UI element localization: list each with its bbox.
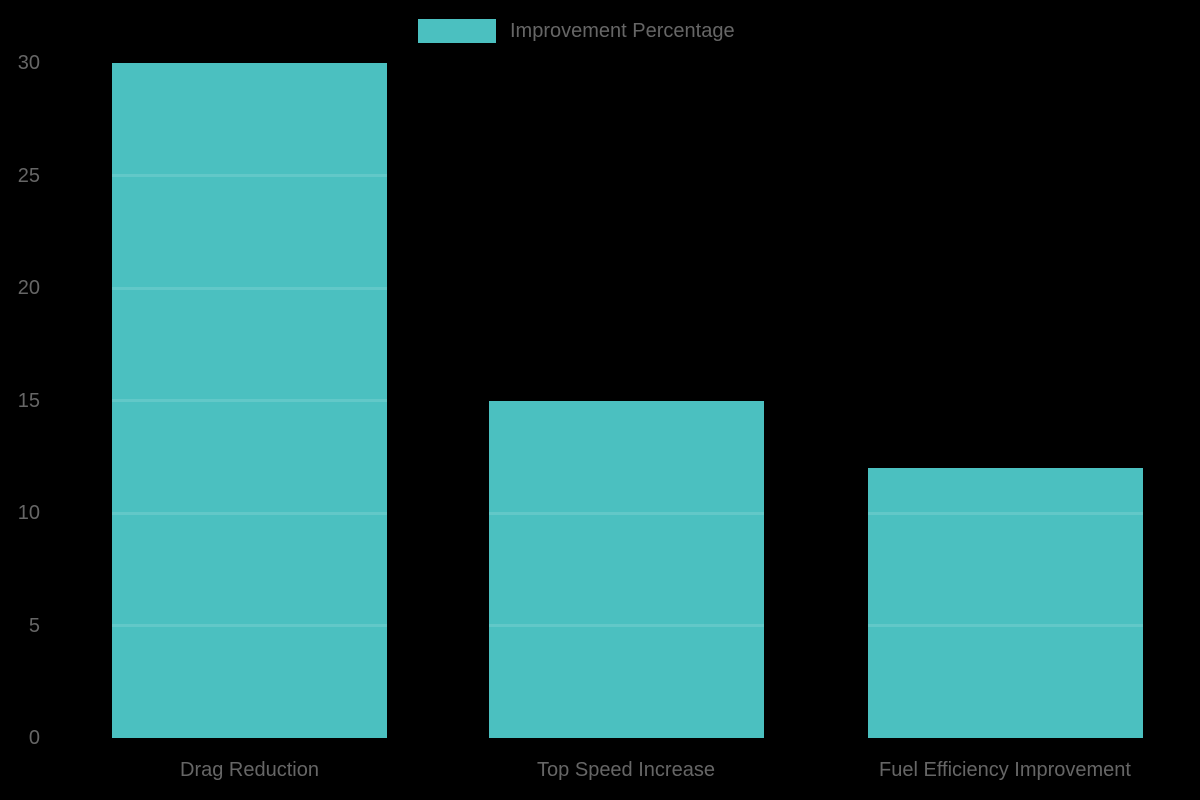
bar-2 [488,400,764,738]
y-tick-label: 5 [28,614,40,637]
bar-3 [867,468,1143,738]
y-tick-label: 20 [17,277,40,299]
legend: Improvement Percentage [418,19,735,43]
x-axis-label: Fuel Efficiency Improvement [879,759,1131,781]
gridline [112,511,387,515]
gridline [867,511,1143,515]
y-tick-label: 10 [17,502,40,524]
y-tick-label: 0 [28,727,40,749]
gridline [488,511,764,515]
gridline [112,286,387,290]
y-tick-label: 25 [17,164,40,187]
gridline [867,624,1143,627]
gridline [112,174,387,177]
y-tick-label: 30 [17,52,40,74]
y-tick-label: 15 [17,389,40,412]
legend-swatch [418,19,496,43]
x-axis-label: Drag Reduction [180,759,319,781]
gridline [112,624,387,627]
bar-1 [112,63,387,738]
legend-label: Improvement Percentage [510,19,735,42]
x-axis-label: Top Speed Increase [537,759,715,781]
gridline [488,624,764,627]
gridline [112,399,387,402]
